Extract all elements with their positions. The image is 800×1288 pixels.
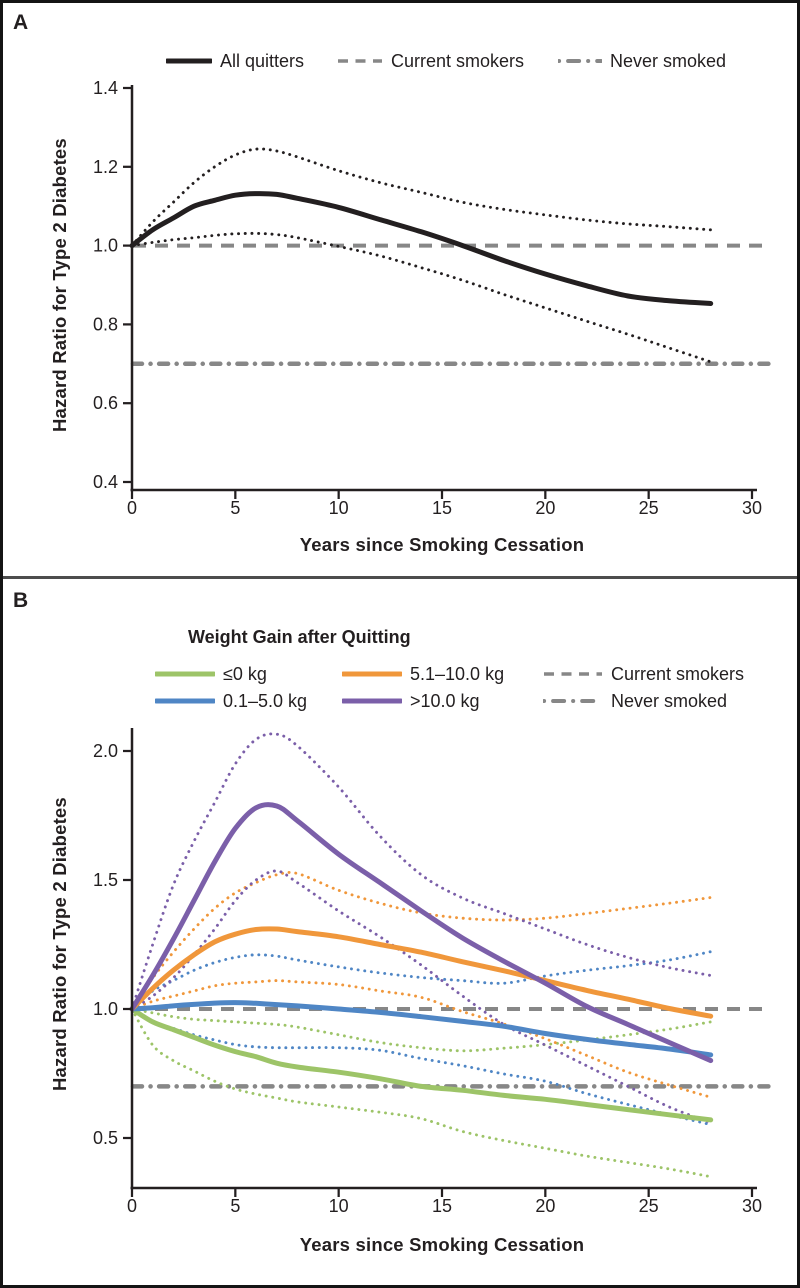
legend-label: >10.0 kg <box>410 690 480 711</box>
y-tick-label: 2.0 <box>93 741 118 761</box>
series-5-1-10-0-kg-95-ci-upper <box>130 870 713 1011</box>
legend-b-item-5-10kg: 5.1–10.0 kg <box>340 662 505 686</box>
series-10-0-kg-95-ci-lower <box>130 869 713 1124</box>
x-tick-label: 25 <box>639 498 659 518</box>
panel-a-letter: A <box>13 11 29 34</box>
legend-label: 0.1–5.0 kg <box>223 690 308 711</box>
legend-a-item-all-quitters: All quitters <box>164 49 305 73</box>
y-tick-label: 1.5 <box>93 870 118 890</box>
y-tick-label: 0.6 <box>93 393 118 413</box>
legend-label: All quitters <box>220 50 305 71</box>
panel-a-y-axis-title: Hazard Ratio for Type 2 Diabetes <box>49 138 70 432</box>
x-tick-label: 5 <box>230 498 240 518</box>
legend-label: Current smokers <box>611 663 745 684</box>
x-tick-label: 30 <box>742 498 762 518</box>
panel-b-letter: B <box>13 589 29 612</box>
x-tick-label: 10 <box>329 1196 349 1216</box>
x-tick-label: 10 <box>329 498 349 518</box>
series-all-quitters-95-ci-lower <box>130 231 713 364</box>
series-all-quitters <box>129 191 714 306</box>
panel-b-x-axis-title: Years since Smoking Cessation <box>299 1234 585 1255</box>
panel-divider <box>0 576 800 579</box>
x-tick-label: 20 <box>535 1196 555 1216</box>
y-tick-label: 1.2 <box>93 157 118 177</box>
series-all-quitters-95-ci-upper <box>130 147 713 248</box>
y-tick-label: 1.4 <box>93 78 118 98</box>
panel-b-legend-title: Weight Gain after Quitting <box>188 627 411 647</box>
x-tick-label: 15 <box>432 498 452 518</box>
x-tick-label: 20 <box>535 498 555 518</box>
series-5-1-10-0-kg-95-ci-lower <box>130 979 713 1099</box>
legend-label: ≤0 kg <box>223 663 267 684</box>
legend-a-item-never-smoked: Never smoked <box>557 49 727 73</box>
series-0-kg-95-ci-upper <box>130 1007 713 1053</box>
x-tick-label: 5 <box>230 1196 240 1216</box>
legend-b-item-le0kg: ≤0 kg <box>153 662 267 686</box>
series-5-1-10-0-kg <box>129 926 714 1019</box>
legend-b-item-01-5kg: 0.1–5.0 kg <box>153 689 308 713</box>
all-quitters-line-swatch-icon <box>164 55 214 67</box>
series-0-kg <box>129 1006 714 1123</box>
y-tick-label: 1.0 <box>93 236 118 256</box>
x-tick-label: 25 <box>639 1196 659 1216</box>
panel-a-plot: 0 5 10 15 20 25 30 0.4 0.6 0.8 1.0 1.2 1.4 <box>93 78 774 518</box>
y-tick-label: 0.8 <box>93 314 118 334</box>
series-0-1-5-0-kg-95-ci-upper <box>130 950 713 1011</box>
y-tick-label: 0.5 <box>93 1128 118 1148</box>
x-tick-label: 0 <box>127 1196 137 1216</box>
x-tick-label: 15 <box>432 1196 452 1216</box>
panel-b-plot: 0 5 10 15 20 25 30 0.5 1.0 1.5 2.0 <box>93 728 774 1216</box>
legend-b-item-never-smoked: Never smoked <box>542 689 728 713</box>
panel-b-axes: 0 5 10 15 20 25 30 0.5 1.0 1.5 2.0 <box>93 728 762 1216</box>
legend-label: Current smokers <box>391 50 525 71</box>
dashed-line-swatch-icon <box>337 55 383 67</box>
legend-b-item-current-smokers: Current smokers <box>543 662 744 686</box>
series-10-0-kg <box>129 802 714 1064</box>
series-10-0-kg-95-ci-upper <box>130 732 713 1011</box>
orange-line-swatch-icon <box>340 668 404 680</box>
dashdot-line-swatch-icon <box>542 695 604 707</box>
panel-a-axes: 0 5 10 15 20 25 30 0.4 0.6 0.8 1.0 1.2 1.4 <box>93 78 762 518</box>
series-0-1-5-0-kg <box>129 1000 714 1058</box>
x-tick-label: 0 <box>127 498 137 518</box>
purple-line-swatch-icon <box>340 695 404 707</box>
x-tick-label: 30 <box>742 1196 762 1216</box>
legend-a-item-current-smokers: Current smokers <box>337 49 524 73</box>
panel-b-y-axis-title: Hazard Ratio for Type 2 Diabetes <box>49 797 70 1092</box>
y-tick-label: 1.0 <box>93 999 118 1019</box>
panel-a-x-axis-title: Years since Smoking Cessation <box>299 534 585 555</box>
legend-label: 5.1–10.0 kg <box>410 663 505 684</box>
legend-b-item-gt10kg: >10.0 kg <box>340 689 480 713</box>
legend-label: Never smoked <box>611 690 728 711</box>
dashed-line-swatch-icon <box>543 668 603 680</box>
blue-line-swatch-icon <box>153 695 217 707</box>
green-line-swatch-icon <box>153 668 217 680</box>
y-tick-label: 0.4 <box>93 472 118 492</box>
legend-label: Never smoked <box>610 50 727 71</box>
series-0-kg-95-ci-lower <box>130 1007 713 1179</box>
dashdot-line-swatch-icon <box>557 55 603 67</box>
